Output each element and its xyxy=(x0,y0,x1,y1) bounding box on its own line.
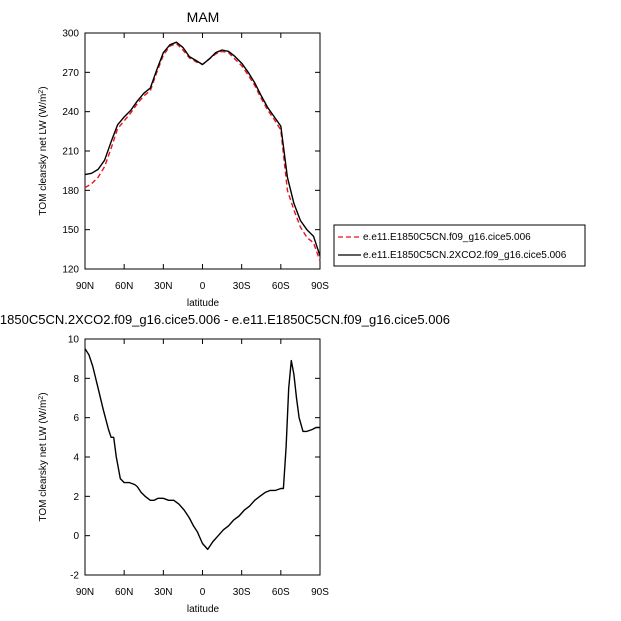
top-y-tick-label: 270 xyxy=(62,68,79,79)
bottom-x-tick-label: 60S xyxy=(272,587,290,598)
top-y-tick-label: 180 xyxy=(62,186,79,197)
bottom-x-tick-label: 60N xyxy=(115,587,133,598)
top-x-tick-label: 30N xyxy=(154,281,172,292)
top-plot-frame xyxy=(84,32,321,270)
bottom-y-tick-label: 4 xyxy=(73,453,79,464)
top-x-axis: 90N 60N 30N 0 30S 60S 90S xyxy=(76,33,329,292)
bottom-series-line-0 xyxy=(84,348,320,551)
bottom-x-tick-label: 30S xyxy=(233,587,251,598)
top-x-axis-label: latitude xyxy=(187,298,220,309)
top-y-axis-label-sup: 2 xyxy=(38,90,45,94)
top-y-axis-label-main: TOM clearsky net LW (W/m xyxy=(38,94,49,216)
top-y-axis: 120 150 180 210 240 270 300 xyxy=(62,29,320,276)
top-y-tick-label: 150 xyxy=(62,225,79,236)
bottom-chart: e.e11.E1850C5CN.2XCO2.f09_g16.cice5.006 … xyxy=(0,312,450,615)
top-series-line-1 xyxy=(84,41,321,257)
bottom-y-axis-label-close: ) xyxy=(38,392,49,395)
bottom-x-tick-label: 90N xyxy=(76,587,94,598)
bottom-y-tick-label: 10 xyxy=(68,335,80,346)
bottom-y-axis-label: TOM clearsky net LW (W/m2) xyxy=(38,392,50,521)
top-x-tick-label: 0 xyxy=(200,281,206,292)
bottom-y-axis-label-sup: 2 xyxy=(38,396,45,400)
top-y-tick-label: 210 xyxy=(62,147,79,158)
bottom-y-tick-label: 8 xyxy=(73,374,79,385)
top-y-tick-label: 120 xyxy=(62,265,79,276)
legend-label-2xco2: e.e11.E1850C5CN.2XCO2.f09_g16.cice5.006 xyxy=(363,250,567,261)
top-chart: MAM 120 150 180 210 240 270 300 90N 60N 30N 0 30S 6… xyxy=(38,9,586,309)
top-x-tick-label: 90N xyxy=(76,281,94,292)
top-y-tick-label: 240 xyxy=(62,107,79,118)
top-x-tick-label: 30S xyxy=(233,281,251,292)
top-x-tick-label: 60N xyxy=(115,281,133,292)
bottom-y-tick-label: 0 xyxy=(73,531,79,542)
bottom-y-tick-label: 2 xyxy=(73,492,79,503)
top-y-tick-label: 300 xyxy=(62,29,79,40)
top-y-axis-label: TOM clearsky net LW (W/m2) xyxy=(38,86,50,215)
bottom-x-tick-label: 30N xyxy=(154,587,172,598)
bottom-chart-title: e.e11.E1850C5CN.2XCO2.f09_g16.cice5.006 … xyxy=(0,312,450,327)
top-x-tick-label: 60S xyxy=(272,281,290,292)
top-y-axis-label-close: ) xyxy=(38,86,49,89)
bottom-y-axis: -2 0 2 4 6 8 10 xyxy=(68,335,320,582)
bottom-x-tick-label: 90S xyxy=(311,587,329,598)
legend-label-control: e.e11.E1850C5CN.f09_g16.cice5.006 xyxy=(363,232,531,243)
bottom-x-axis-label: latitude xyxy=(187,604,220,615)
bottom-x-axis: 90N 60N 30N 0 30S 60S 90S xyxy=(76,339,329,598)
bottom-y-tick-label: -2 xyxy=(70,571,79,582)
top-series-group xyxy=(84,41,321,262)
bottom-series-group xyxy=(84,348,320,551)
top-chart-title: MAM xyxy=(187,9,220,25)
bottom-plot-frame xyxy=(84,338,321,576)
bottom-y-axis-label-main: TOM clearsky net LW (W/m xyxy=(38,400,49,522)
bottom-y-tick-label: 6 xyxy=(73,413,79,424)
bottom-x-tick-label: 0 xyxy=(200,587,206,598)
legend-box xyxy=(333,224,586,267)
top-x-tick-label: 90S xyxy=(311,281,329,292)
legend: e.e11.E1850C5CN.f09_g16.cice5.006 e.e11.… xyxy=(333,224,586,267)
